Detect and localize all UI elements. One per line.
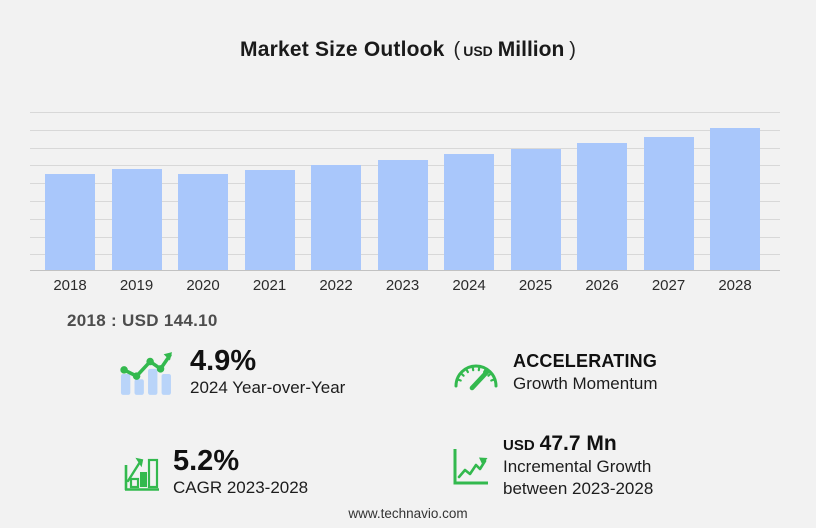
- bar-2022: [311, 165, 361, 270]
- chart-title-main: Market Size Outlook: [240, 38, 445, 61]
- stat-value: 4.9%: [190, 345, 257, 377]
- chart-title: Market Size Outlook (USD Million): [0, 38, 816, 62]
- stat-label-line2: between 2023-2028: [503, 478, 654, 498]
- stat-cagr: 5.2% CAGR 2023-2028: [124, 445, 309, 499]
- x-tick-label: 2024: [452, 277, 486, 294]
- stat-incremental-growth: USD 47.7 Mn Incremental Growth between 20…: [452, 432, 653, 500]
- x-tick-label: 2022: [319, 277, 353, 294]
- stat-value: 5.2%: [173, 445, 240, 477]
- stat-growth-momentum: ACCELERATING Growth Momentum: [452, 351, 658, 394]
- gridline: [30, 129, 780, 131]
- stat-label: Growth Momentum: [513, 373, 658, 393]
- stat-value-currency: USD: [503, 437, 535, 454]
- bar-2027: [643, 137, 694, 270]
- bar-chart: 2018 2019 2020 2021 2022 2023 2024 2025 2026 2027…: [30, 112, 780, 294]
- x-tick-label: 2028: [718, 277, 752, 294]
- gridline: [30, 147, 780, 149]
- stat-label: CAGR 2023-2028: [173, 478, 309, 498]
- yoy-chart-icon: [117, 348, 177, 398]
- stat-year-over-year: 4.9% 2024 Year-over-Year: [117, 345, 346, 399]
- bar-2024: [444, 154, 494, 270]
- x-tick-label: 2021: [252, 277, 287, 294]
- x-tick-label: 2019: [119, 277, 154, 294]
- bar-2018: [45, 173, 95, 270]
- website-link: www.technavio.com: [348, 506, 468, 521]
- stat-label: Incremental Growth: [503, 457, 652, 477]
- gridline: [30, 112, 780, 113]
- x-tick-label: 2023: [385, 277, 420, 294]
- incremental-growth-icon: [452, 446, 490, 486]
- bar-2019: [111, 169, 162, 270]
- x-tick-label: 2020: [186, 277, 220, 294]
- bar-2020: [178, 174, 228, 270]
- x-tick-label: 2027: [651, 277, 686, 294]
- paren-close: ): [569, 39, 576, 61]
- bar-2025: [510, 148, 561, 270]
- x-tick-label: 2025: [518, 277, 553, 294]
- stat-label: 2024 Year-over-Year: [190, 378, 346, 398]
- cagr-chart-icon: [124, 453, 160, 493]
- x-tick-label: 2018: [53, 277, 87, 294]
- stat-value: USD 47.7 Mn: [503, 432, 653, 456]
- bar-2021: [244, 169, 295, 270]
- unit-currency: USD: [463, 43, 493, 59]
- base-year-annotation: 2018 : USD 144.10: [67, 311, 218, 330]
- x-tick-label: 2026: [585, 277, 619, 294]
- stat-value: ACCELERATING: [513, 351, 658, 371]
- paren-open: (: [453, 39, 461, 61]
- speedometer-icon: [452, 352, 500, 394]
- bar-2023: [377, 159, 428, 270]
- unit-scale: Million: [497, 38, 565, 61]
- bar-2026: [577, 143, 627, 270]
- stat-value-amount: 47.7 Mn: [539, 432, 617, 455]
- bar-2028: [710, 127, 760, 270]
